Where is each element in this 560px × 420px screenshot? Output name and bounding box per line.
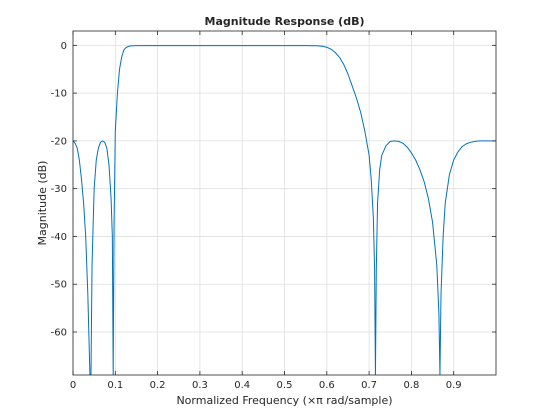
- y-tick-label: -50: [51, 280, 67, 291]
- chart-title: Magnitude Response (dB): [205, 15, 365, 28]
- y-tick-label: -60: [51, 328, 67, 339]
- data-series: [73, 45, 496, 375]
- y-tick-label: 0: [61, 41, 67, 52]
- x-tick-label: 0.2: [150, 380, 166, 391]
- x-tick-label: 0.8: [403, 380, 419, 391]
- x-tick-label: 0.6: [319, 380, 335, 391]
- y-tick-label: -20: [51, 136, 67, 147]
- x-tick-label: 0.3: [192, 380, 208, 391]
- x-tick-label: 0.9: [446, 380, 462, 391]
- y-tick-label: -10: [51, 89, 67, 100]
- magnitude-response-line: [73, 45, 496, 375]
- x-tick-label: 0.7: [361, 380, 377, 391]
- x-tick-label: 0.5: [277, 380, 293, 391]
- y-axis-label: Magnitude (dB): [36, 161, 49, 246]
- x-tick-label: 0: [70, 380, 76, 391]
- y-tick-label: -40: [51, 232, 67, 243]
- x-axis-label: Normalized Frequency (×π rad/sample): [176, 394, 392, 407]
- y-tick-label: -30: [51, 184, 67, 195]
- axis-ticks: 0 0.1 0.2 0.3 0.4 0.5 0.6 0.7 0.8 0.9 0 -10 -20 -30 -4…: [51, 31, 496, 391]
- x-tick-label: 0.1: [107, 380, 123, 391]
- x-tick-label: 0.4: [234, 380, 250, 391]
